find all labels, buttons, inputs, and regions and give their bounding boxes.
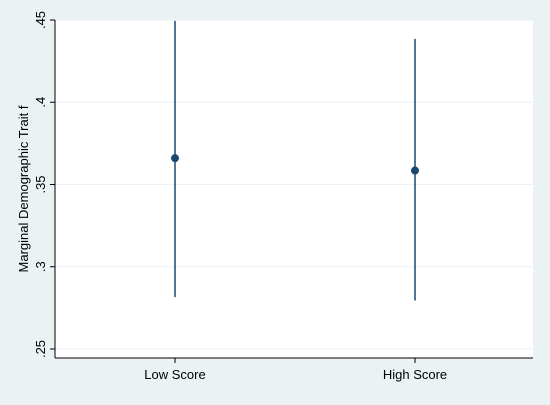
y-tick-label: .35 [33, 175, 48, 193]
grid-layer [55, 19, 533, 350]
plot-area [55, 20, 533, 358]
y-tick-label: .25 [33, 340, 48, 358]
y-axis-title: Marginal Demographic Trait f [16, 105, 31, 272]
axis-layer: .25 .3 .35 .4 .45 Low Score High Score [33, 11, 533, 382]
y-tick-label: .4 [33, 97, 48, 108]
x-tick-label: High Score [383, 367, 447, 382]
mark-layer [171, 20, 419, 301]
y-tick-label: .45 [33, 11, 48, 29]
point-marker [411, 166, 419, 175]
point-marker [171, 154, 179, 163]
y-tick-label: .3 [33, 261, 48, 272]
x-tick-label: Low Score [144, 367, 205, 382]
